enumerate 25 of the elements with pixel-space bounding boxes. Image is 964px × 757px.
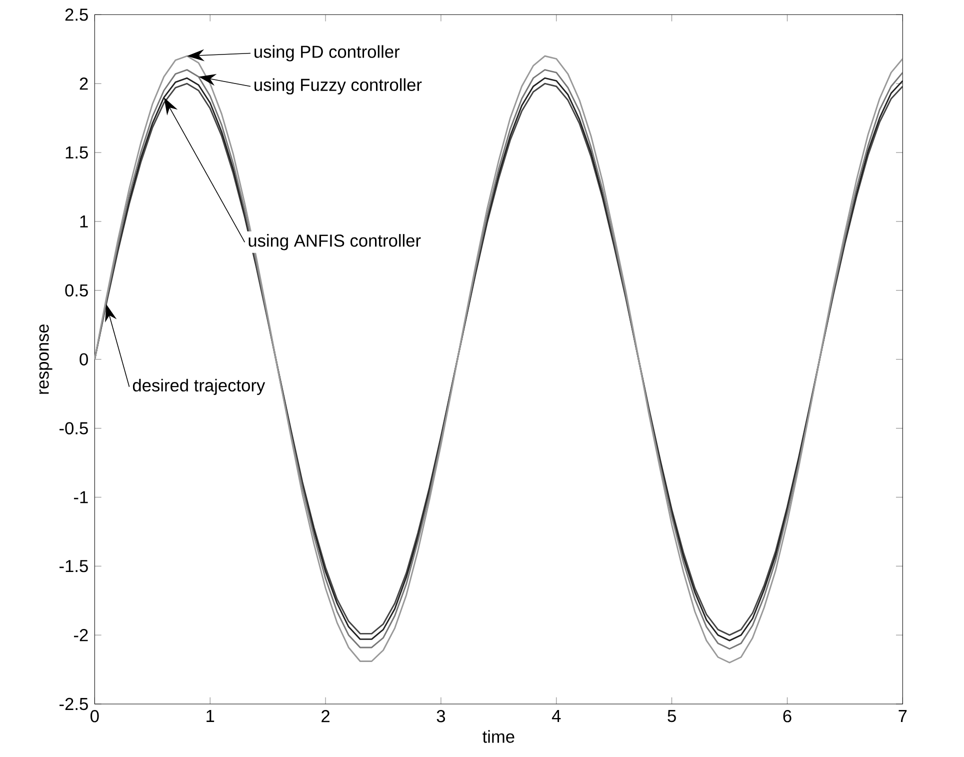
y-tick-label: -2.5 (60, 698, 88, 710)
x-tick-label: 3 (436, 710, 446, 722)
y-tick-label: 1 (80, 215, 88, 228)
x-tick-label: 4 (552, 710, 561, 722)
text: using Fuzzy controller (254, 78, 422, 94)
y-tick-label: -1.5 (60, 560, 88, 572)
x-tick-label: 2 (322, 710, 330, 722)
x-tick-label: 0 (90, 710, 99, 722)
series-label: desired trajectory (132, 378, 266, 395)
x-tick-label: 6 (783, 710, 792, 722)
y-tick-label: 0 (80, 353, 88, 366)
y-tick-label: -0.5 (60, 422, 88, 434)
y-tick-label: 2.5 (65, 8, 88, 21)
text: using PD controller (254, 45, 400, 62)
y-tick-label: -1 (74, 491, 88, 503)
x-tick-label: 5 (668, 710, 676, 722)
y-axis-title: response (39, 324, 52, 394)
x-tick-label: 7 (898, 710, 907, 722)
series-label: using ANFIS controller (248, 234, 421, 250)
x-axis-title: time (482, 730, 514, 743)
x-tick-label: 1 (206, 710, 214, 722)
y-tick-label: -2 (74, 628, 88, 641)
y-tick-label: 1.5 (66, 146, 88, 158)
y-tick-label: 2 (80, 77, 88, 90)
y-tick-label: 0.5 (65, 284, 88, 296)
